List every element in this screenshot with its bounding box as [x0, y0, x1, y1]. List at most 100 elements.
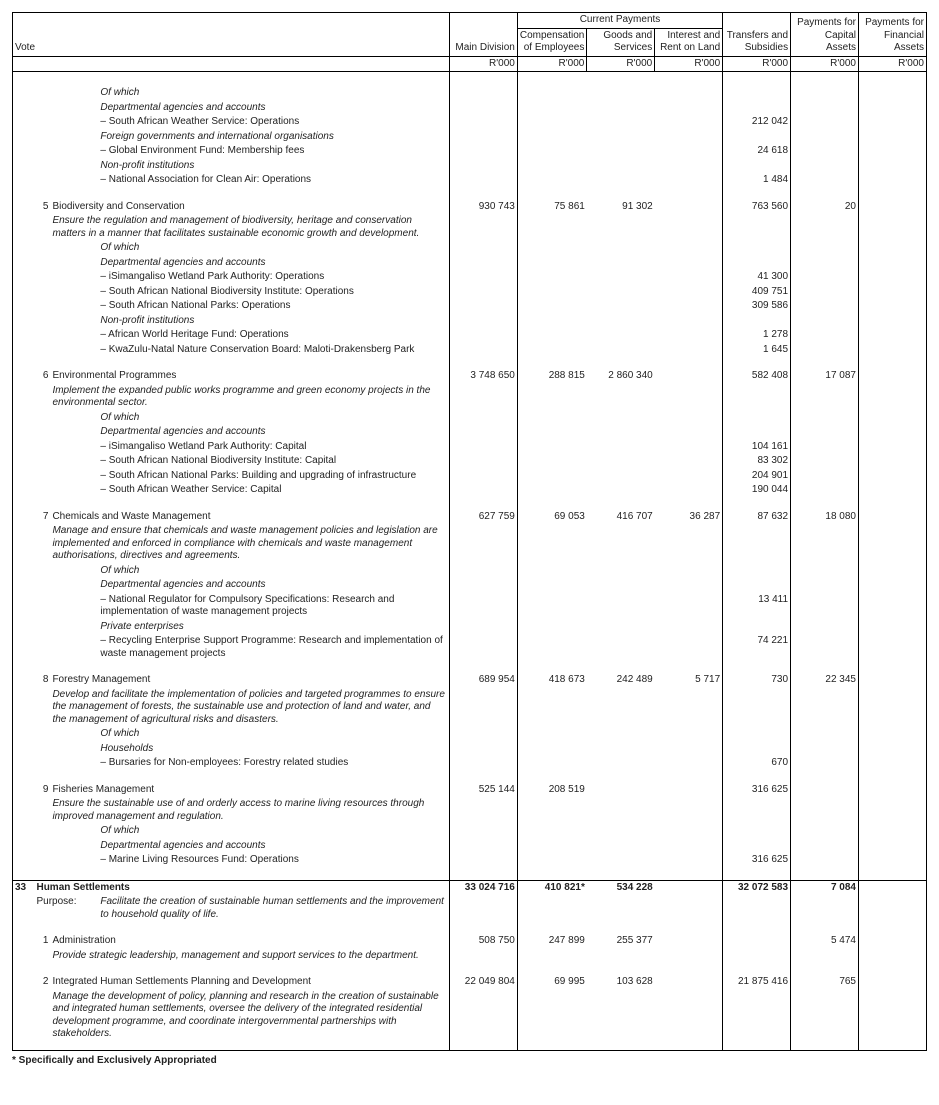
units-row: R'000 R'000 R'000 R'000 R'000 R'000 R'00…: [13, 56, 927, 72]
table-row: – South African Weather Service: Capital…: [13, 483, 927, 498]
value: 409 751: [723, 285, 791, 300]
table-row: Of which: [13, 564, 927, 579]
value: 5 717: [655, 673, 723, 688]
of-which-label: Of which: [98, 824, 449, 839]
programme-row: 1Administration508 750247 899255 3775 47…: [13, 934, 927, 949]
value: 418 673: [517, 673, 586, 688]
table-row: – iSimangaliso Wetland Park Authority: C…: [13, 440, 927, 455]
line-item: – Bursaries for Non-employees: Forestry …: [98, 756, 449, 771]
value: 212 042: [723, 115, 791, 130]
line-item: – National Association for Clean Air: Op…: [98, 173, 449, 188]
table-row: – Marine Living Resources Fund: Operatio…: [13, 853, 927, 868]
table-row: Non-profit institutions: [13, 159, 927, 174]
table-row: – Bursaries for Non-employees: Forestry …: [13, 756, 927, 771]
value: 763 560: [723, 200, 791, 215]
value: 17 087: [791, 369, 859, 384]
prog-desc: Ensure the sustainable use of and orderl…: [50, 797, 449, 824]
value: 22 345: [791, 673, 859, 688]
value: 69 995: [517, 975, 586, 990]
table-row: – South African National Biodiversity In…: [13, 285, 927, 300]
value: 1 484: [723, 173, 791, 188]
value: 36 287: [655, 510, 723, 525]
table-row: Purpose:Facilitate the creation of susta…: [13, 895, 927, 922]
r000-label: R'000: [723, 56, 791, 72]
table-row: Of which: [13, 824, 927, 839]
table-row: – iSimangaliso Wetland Park Authority: O…: [13, 270, 927, 285]
prog-desc: Manage the development of policy, planni…: [50, 990, 449, 1042]
table-row: Of which: [13, 727, 927, 742]
prog-title: Integrated Human Settlements Planning an…: [50, 975, 449, 990]
table-row: Develop and facilitate the implementatio…: [13, 688, 927, 728]
prog-num: 8: [34, 673, 50, 688]
value: 255 377: [587, 934, 655, 949]
value: 309 586: [723, 299, 791, 314]
category-label: Households: [98, 742, 449, 757]
transfers-label: Transfers and Subsidies: [723, 29, 790, 56]
programme-row: 8Forestry Management689 954418 673242 48…: [13, 673, 927, 688]
prog-desc: Develop and facilitate the implementatio…: [50, 688, 449, 728]
value: 316 625: [723, 783, 791, 798]
value: 87 632: [723, 510, 791, 525]
line-item: – South African Weather Service: Operati…: [98, 115, 449, 130]
value: 5 474: [791, 934, 859, 949]
value: 1 645: [723, 343, 791, 358]
table-row: – South African National Biodiversity In…: [13, 454, 927, 469]
category-label: Non-profit institutions: [98, 159, 449, 174]
value: 69 053: [517, 510, 586, 525]
table-row: – African World Heritage Fund: Operation…: [13, 328, 927, 343]
programme-row: 9Fisheries Management525 144208 519316 6…: [13, 783, 927, 798]
table-row: Households: [13, 742, 927, 757]
category-label: Non-profit institutions: [98, 314, 449, 329]
prog-num: 2: [34, 975, 50, 990]
table-row: Departmental agencies and accounts: [13, 425, 927, 440]
category-label: Departmental agencies and accounts: [98, 839, 449, 854]
value: 190 044: [723, 483, 791, 498]
category-label: Departmental agencies and accounts: [98, 101, 449, 116]
line-item: – iSimangaliso Wetland Park Authority: C…: [98, 440, 449, 455]
r000-label: R'000: [791, 56, 859, 72]
prog-title: Environmental Programmes: [50, 369, 449, 384]
value: 21 875 416: [723, 975, 791, 990]
category-label: Departmental agencies and accounts: [98, 256, 449, 271]
table-row: Provide strategic leadership, management…: [13, 949, 927, 964]
table-row: – Global Environment Fund: Membership fe…: [13, 144, 927, 159]
value: 525 144: [449, 783, 517, 798]
vote-row: 33Human Settlements33 024 716410 821*534…: [13, 880, 927, 895]
value: 2 860 340: [587, 369, 655, 384]
value: 765: [791, 975, 859, 990]
prog-num: 9: [34, 783, 50, 798]
value: 33 024 716: [449, 880, 517, 895]
table-row: Departmental agencies and accounts: [13, 256, 927, 271]
category-label: Foreign governments and international or…: [98, 130, 449, 145]
table-row: Ensure the sustainable use of and orderl…: [13, 797, 927, 824]
value: 508 750: [449, 934, 517, 949]
value: 689 954: [449, 673, 517, 688]
prog-desc: Provide strategic leadership, management…: [50, 949, 449, 964]
capital-label: Payments for Capital Assets: [791, 16, 858, 56]
table-row: Implement the expanded public works prog…: [13, 384, 927, 411]
value: 91 302: [587, 200, 655, 215]
line-item: – South African National Biodiversity In…: [98, 285, 449, 300]
prog-desc: Ensure the regulation and management of …: [50, 214, 449, 241]
table-row: – South African National Parks: Operatio…: [13, 299, 927, 314]
value: 204 901: [723, 469, 791, 484]
value: 670: [723, 756, 791, 771]
programme-row: 7Chemicals and Waste Management627 75969…: [13, 510, 927, 525]
prog-desc: Implement the expanded public works prog…: [50, 384, 449, 411]
r000-label: R'000: [859, 56, 927, 72]
vote-title: Human Settlements: [34, 880, 449, 895]
table-row: Foreign governments and international or…: [13, 130, 927, 145]
line-item: – South African National Parks: Operatio…: [98, 299, 449, 314]
table-row: – Recycling Enterprise Support Programme…: [13, 634, 927, 661]
programme-row: 6Environmental Programmes3 748 650288 81…: [13, 369, 927, 384]
table-row: – South African National Parks: Building…: [13, 469, 927, 484]
value: 3 748 650: [449, 369, 517, 384]
value: 32 072 583: [723, 880, 791, 895]
vote-num: 33: [13, 880, 35, 895]
of-which-label: Of which: [98, 564, 449, 579]
line-item: – African World Heritage Fund: Operation…: [98, 328, 449, 343]
programme-row: 5Biodiversity and Conservation930 74375 …: [13, 200, 927, 215]
line-item: – South African National Biodiversity In…: [98, 454, 449, 469]
main-division-label: Main Division: [450, 41, 517, 56]
value: 316 625: [723, 853, 791, 868]
